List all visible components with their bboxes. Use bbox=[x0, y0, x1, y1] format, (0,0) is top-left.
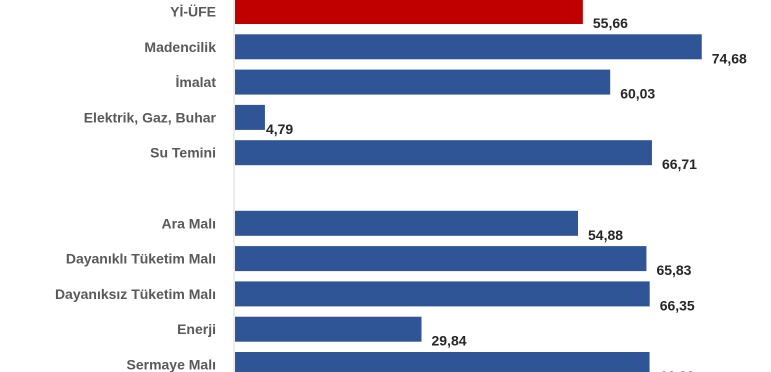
bar bbox=[235, 210, 578, 236]
value-label: 54,88 bbox=[588, 227, 623, 243]
category-label: Ara Malı bbox=[162, 215, 216, 231]
bar bbox=[235, 246, 647, 272]
bar-highlight bbox=[235, 0, 583, 24]
category-label: Madencilik bbox=[144, 39, 216, 55]
bar bbox=[235, 69, 611, 95]
bars-group bbox=[235, 0, 702, 372]
value-labels-group: 55,66 74,68 60,03 4,79 66,71 54,88 65,83 66,35 2… bbox=[266, 15, 747, 372]
category-label: İmalat bbox=[176, 74, 217, 90]
value-label: 29,84 bbox=[432, 333, 467, 349]
value-label: 66,71 bbox=[662, 156, 697, 172]
bar bbox=[235, 316, 422, 342]
bar bbox=[235, 104, 265, 130]
value-label: 65,83 bbox=[656, 262, 691, 278]
category-label: Enerji bbox=[177, 321, 216, 337]
category-label: Elektrik, Gaz, Buhar bbox=[84, 109, 217, 125]
value-label: 66,33 bbox=[660, 368, 695, 372]
value-label: 4,79 bbox=[266, 121, 293, 137]
category-label: Su Temini bbox=[150, 145, 216, 161]
category-label: Sermaye Malı bbox=[127, 357, 217, 372]
category-label: Dayanıklı Tüketim Malı bbox=[66, 251, 216, 267]
value-label: 74,68 bbox=[712, 50, 747, 66]
bar bbox=[235, 34, 702, 60]
category-labels-group: Yİ-ÜFE Madencilik İmalat Elektrik, Gaz, Buh… bbox=[55, 4, 217, 372]
category-label: Yİ-ÜFE bbox=[170, 4, 216, 20]
bar bbox=[235, 140, 652, 166]
bar bbox=[235, 352, 650, 372]
value-label: 66,35 bbox=[660, 297, 695, 313]
value-label: 60,03 bbox=[620, 86, 655, 102]
bar bbox=[235, 281, 650, 307]
category-label: Dayanıksız Tüketim Malı bbox=[55, 286, 216, 302]
value-label: 55,66 bbox=[593, 15, 628, 31]
